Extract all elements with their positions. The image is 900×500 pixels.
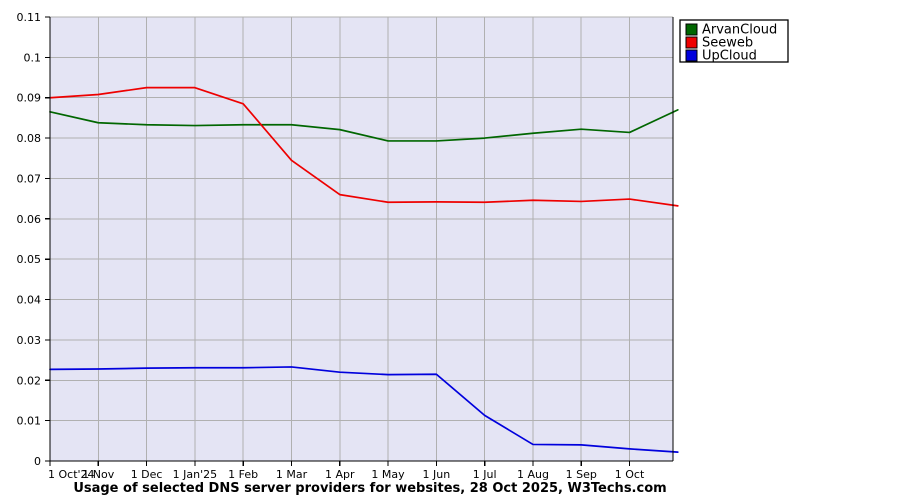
series-line-arvancloud [49,108,679,142]
x-tick-label: 1 Mar [276,468,308,481]
x-tick-label: 1 Jun [423,468,451,481]
y-axis-ticks: 0 0.01 0.02 0.03 0.04 0.05 0.06 0.07 0.08 0.09 0.1… [17,11,50,468]
y-tick-label: 0.05 [17,253,42,266]
x-tick-label: 1 May [371,468,405,481]
x-tick-label: 1 Dec [131,468,163,481]
grid-lines [50,16,673,462]
y-tick-label: 0.03 [17,334,42,347]
series-line-seeweb [49,86,679,207]
y-tick-label: 0 [34,455,41,468]
y-tick-label: 0.01 [17,415,42,428]
y-tick-label: 0.02 [17,374,42,387]
x-tick-label: 1 Jan'25 [173,468,217,481]
legend-swatch-arvancloud [685,23,698,36]
y-tick-label: 0.08 [17,132,42,145]
x-axis-ticks: 1 Oct'241 Nov 1 Dec 1 Jan'25 1 Feb 1 Mar 1 Ap… [48,461,645,481]
legend-label-arvancloud: ArvanCloud [702,23,777,38]
y-tick-label: 0.06 [17,213,42,226]
series-lines [49,86,679,453]
x-tick-label: 1 Jul [473,468,497,481]
legend-box [679,19,789,63]
x-tick-label: 1 Aug [517,468,549,481]
x-tick-label: 1 Nov [82,468,114,481]
legend-swatch-seeweb [685,36,698,49]
x-tick-label: 1 Oct [615,468,645,481]
plot-area-background [50,17,673,461]
y-tick-label: 0.07 [17,172,42,185]
x-tick-label: 1 Feb [228,468,258,481]
x-tick-label: 1 Apr [325,468,355,481]
legend-swatch-upcloud [685,49,698,62]
legend-label-seeweb: Seeweb [702,36,753,51]
y-tick-label: 0.11 [17,11,42,24]
x-tick-label: 1 Oct'24 [48,468,95,481]
chart-caption: Usage of selected DNS server providers f… [73,481,666,496]
legend-label-upcloud: UpCloud [702,49,757,64]
y-tick-label: 0.1 [24,51,42,64]
x-tick-label: 1 Sep [566,468,597,481]
series-line-upcloud [49,366,679,453]
y-tick-label: 0.09 [17,92,42,105]
y-tick-label: 0.04 [17,294,42,307]
